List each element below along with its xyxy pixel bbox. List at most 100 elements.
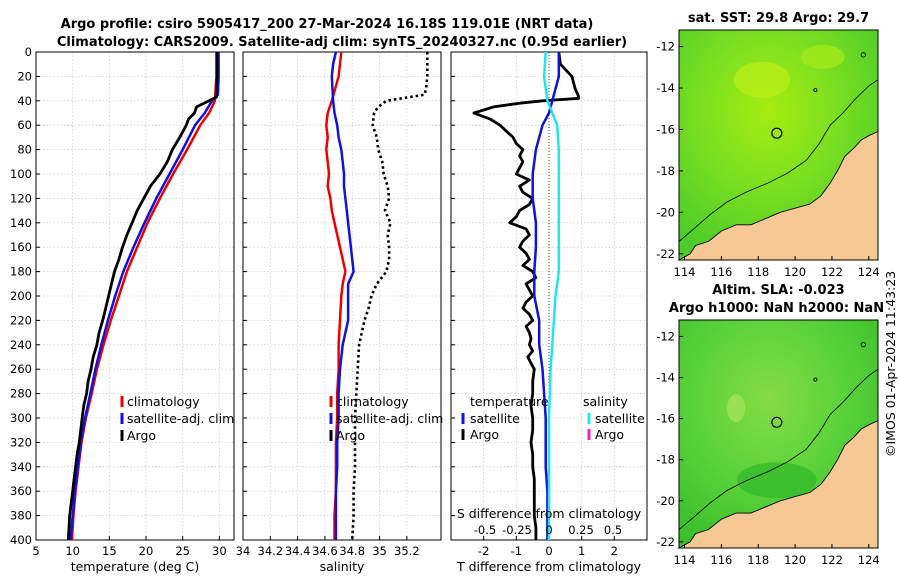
y-tick-label: 340: [10, 460, 32, 474]
map-title: Altim. SLA: -0.023: [712, 283, 844, 298]
y-tick-label: 120: [10, 191, 32, 205]
y-tick-label: 140: [10, 216, 32, 230]
bathymetry-contour: [678, 79, 879, 242]
y-tick-label: 320: [10, 435, 32, 449]
x-axis-label: salinity: [320, 559, 365, 574]
bathymetry-contour: [678, 368, 879, 530]
x-tick-label: 15: [102, 544, 117, 558]
y-tick-label: 360: [10, 484, 32, 498]
map-x-tick-label: 116: [710, 553, 732, 567]
legend-label: climatology: [127, 394, 200, 409]
series-line-satellite-adj--clim: [69, 52, 220, 541]
panel-difference: -2 -1 0 1 2T difference from climatology: [450, 51, 648, 574]
map-x-tick-label: 120: [784, 265, 806, 279]
map-y-tick-label: -18: [656, 453, 675, 467]
top-tick-label: 0: [545, 523, 552, 537]
legend-label: satellite-adj. clim: [127, 411, 234, 426]
y-tick-label: 160: [10, 240, 32, 254]
land-mass: [677, 419, 879, 549]
series-line-argo: [66, 52, 219, 541]
island: [813, 88, 818, 93]
x-axis-label: T difference from climatology: [456, 559, 642, 574]
legend-label: satellite-adj. clim: [336, 411, 443, 426]
y-tick-label: 180: [10, 265, 32, 279]
top-tick-label: 0.5: [604, 523, 622, 537]
x-tick-label: 34.2: [258, 544, 284, 558]
legend-label: satellite: [595, 411, 645, 426]
series-line-s-sat-clim: [542, 51, 561, 540]
map-y-tick-label: -16: [656, 412, 675, 426]
top-tick-label: 0.25: [568, 523, 594, 537]
map-x-tick-label: 114: [674, 553, 696, 567]
x-tick-label: 10: [65, 544, 80, 558]
argo-location-marker: [771, 127, 783, 139]
legend-title-salinity: salinity: [583, 394, 628, 409]
legend-label: Argo: [595, 427, 624, 442]
x-tick-label: 25: [175, 544, 190, 558]
x-tick-label: 1: [578, 544, 585, 558]
map-x-tick-label: 122: [821, 265, 843, 279]
legend-title-temperature: temperature: [470, 394, 549, 409]
y-tick-label: 240: [10, 338, 32, 352]
top-axis-label: S difference from climatology: [457, 506, 642, 521]
y-tick-label: 260: [10, 362, 32, 376]
island: [813, 377, 818, 382]
top-tick-label: -0.25: [502, 523, 532, 537]
sst-warm-patch: [733, 61, 790, 98]
y-tick-label: 220: [10, 313, 32, 327]
x-tick-label: 35: [372, 544, 387, 558]
x-tick-label: 34.4: [285, 544, 311, 558]
figure-title-line2: Climatology: CARS2009. Satellite-adj cli…: [57, 35, 627, 50]
map-y-tick-label: -18: [656, 164, 675, 178]
map-frame: [678, 29, 879, 261]
y-tick-label: 300: [10, 411, 32, 425]
map-y-tick-label: -14: [656, 371, 675, 385]
series-line-t-argo-clim: [472, 51, 580, 540]
x-tick-label: 34.6: [312, 544, 338, 558]
map-y-tick-label: -14: [656, 81, 675, 95]
y-tick-label: 280: [10, 387, 32, 401]
legend-label: Argo: [127, 428, 156, 443]
map-x-tick-label: 116: [710, 265, 732, 279]
x-tick-label: 0: [545, 544, 552, 558]
x-tick-label: 34.8: [339, 544, 365, 558]
map-frame: [678, 319, 879, 549]
x-tick-label: -2: [478, 544, 489, 558]
x-tick-label: 30: [212, 544, 227, 558]
panel-salinity: 34 34.2 34.4 34.6 34.8 35 35.2 salinity: [236, 51, 442, 574]
profile-panels: 0204060801001201401601802002202402602803…: [10, 45, 648, 574]
map-x-tick-label: 124: [858, 553, 880, 567]
y-tick-label: 380: [10, 509, 32, 523]
island: [860, 52, 866, 58]
map-y-tick-label: -22: [656, 247, 675, 261]
island: [860, 342, 866, 348]
x-tick-label: 35.2: [394, 544, 420, 558]
map-x-tick-label: 122: [821, 553, 843, 567]
series-line-climatology: [325, 51, 347, 540]
y-tick-label: 20: [17, 69, 32, 83]
map-y-tick-label: -12: [656, 329, 675, 343]
map-title: Argo h1000: NaN h2000: NaN: [669, 301, 884, 316]
y-tick-label: 0: [25, 45, 32, 59]
map-sst: 114 116 118 120 122 124 -12 -14 -16 -18 -20 -22 sat.…: [656, 11, 880, 279]
map-panels: 114 116 118 120 122 124 -12 -14 -16 -18 -20 -22 sat.…: [656, 11, 884, 567]
map-sla: 114 116 118 120 122 124 -12 -14 -16 -18 -20 -22 Alti…: [656, 283, 884, 567]
map-x-tick-label: 118: [747, 553, 769, 567]
figure-title-line1: Argo profile: csiro 5905417_200 27-Mar-2…: [61, 17, 594, 32]
y-tick-label: 40: [17, 94, 32, 108]
y-tick-label: 400: [10, 533, 32, 547]
map-x-tick-label: 118: [747, 265, 769, 279]
map-y-tick-label: -16: [656, 122, 675, 136]
series-line-t-sat-clim: [531, 52, 561, 540]
x-tick-label: 34: [236, 544, 251, 558]
legend-label: Argo: [336, 428, 365, 443]
watermark: ©IMOS 01-Apr-2024 11:43:23: [883, 271, 898, 457]
map-y-tick-label: -22: [656, 535, 675, 549]
sla-patch: [736, 462, 817, 499]
map-x-tick-label: 114: [674, 265, 696, 279]
y-tick-label: 60: [17, 118, 32, 132]
x-tick-label: 20: [139, 544, 154, 558]
x-tick-label: 5: [32, 544, 39, 558]
map-x-tick-label: 124: [858, 265, 880, 279]
